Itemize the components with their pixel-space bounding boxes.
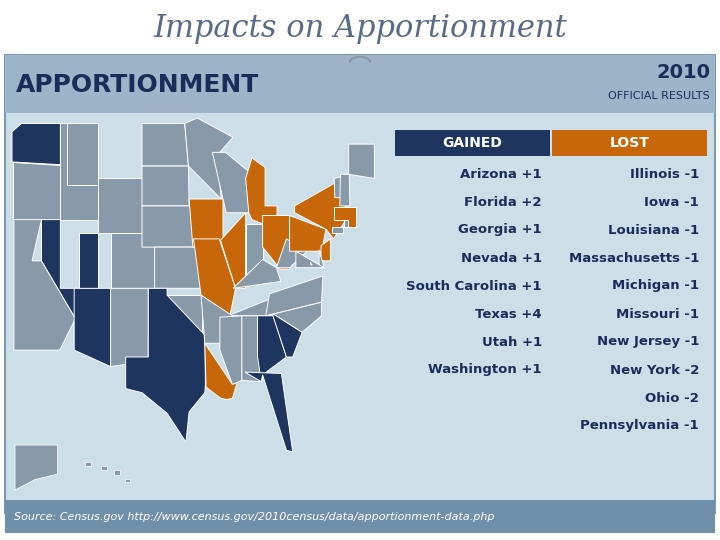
Polygon shape (126, 288, 205, 442)
Text: 2010: 2010 (656, 63, 710, 82)
Text: GAINED: GAINED (443, 136, 503, 150)
Text: Washington +1: Washington +1 (428, 363, 542, 376)
Text: Nevada +1: Nevada +1 (461, 252, 542, 265)
Text: Pennsylvania -1: Pennsylvania -1 (580, 420, 699, 433)
Polygon shape (333, 226, 343, 233)
Polygon shape (42, 220, 79, 319)
Polygon shape (194, 239, 235, 316)
Text: South Carolina +1: South Carolina +1 (407, 280, 542, 293)
Polygon shape (204, 343, 238, 400)
Polygon shape (233, 259, 281, 288)
Polygon shape (114, 470, 120, 475)
FancyBboxPatch shape (5, 55, 715, 513)
Polygon shape (67, 124, 98, 185)
Polygon shape (246, 158, 277, 224)
Polygon shape (13, 162, 60, 220)
Polygon shape (14, 220, 76, 350)
Text: APPORTIONMENT: APPORTIONMENT (16, 73, 259, 97)
Text: Iowa -1: Iowa -1 (644, 195, 699, 208)
Polygon shape (310, 262, 312, 265)
Polygon shape (258, 316, 287, 382)
Polygon shape (201, 295, 233, 343)
Text: Georgia +1: Georgia +1 (459, 224, 542, 237)
Text: Florida +2: Florida +2 (464, 195, 542, 208)
Polygon shape (333, 207, 356, 226)
Text: Source: Census.gov http://www.census.gov/2010census/data/apportionment-data.php: Source: Census.gov http://www.census.gov… (14, 512, 495, 522)
Polygon shape (348, 144, 374, 178)
Polygon shape (340, 174, 350, 206)
Polygon shape (266, 276, 323, 316)
Polygon shape (321, 239, 330, 261)
Text: OFFICIAL RESULTS: OFFICIAL RESULTS (608, 91, 710, 101)
Polygon shape (148, 288, 202, 335)
FancyBboxPatch shape (5, 500, 715, 533)
Text: Ohio -2: Ohio -2 (645, 392, 699, 404)
FancyBboxPatch shape (395, 130, 550, 156)
Polygon shape (142, 166, 189, 206)
Polygon shape (111, 288, 148, 367)
Polygon shape (60, 124, 98, 220)
Polygon shape (343, 220, 348, 226)
Text: Utah +1: Utah +1 (482, 335, 542, 348)
Polygon shape (79, 233, 98, 288)
Polygon shape (74, 288, 111, 367)
Text: Impacts on Apportionment: Impacts on Apportionment (153, 12, 567, 44)
Text: Illinois -1: Illinois -1 (630, 167, 699, 180)
Polygon shape (245, 372, 293, 452)
Polygon shape (189, 199, 223, 247)
Polygon shape (155, 247, 201, 288)
Polygon shape (246, 224, 263, 274)
Polygon shape (85, 462, 91, 467)
Polygon shape (220, 213, 246, 288)
Polygon shape (263, 215, 289, 269)
Polygon shape (101, 467, 107, 470)
Polygon shape (294, 178, 346, 239)
Polygon shape (266, 302, 322, 332)
Polygon shape (272, 313, 302, 357)
Text: Massachusetts -1: Massachusetts -1 (569, 252, 699, 265)
Text: Texas +4: Texas +4 (475, 307, 542, 321)
Polygon shape (242, 316, 261, 382)
Text: Michigan -1: Michigan -1 (612, 280, 699, 293)
Text: New Jersey -1: New Jersey -1 (597, 335, 699, 348)
Polygon shape (212, 152, 249, 213)
Polygon shape (289, 215, 326, 251)
Text: Arizona +1: Arizona +1 (460, 167, 542, 180)
Polygon shape (142, 124, 189, 166)
Polygon shape (15, 445, 58, 490)
Polygon shape (185, 118, 233, 199)
Polygon shape (276, 239, 307, 268)
Text: New York -2: New York -2 (610, 363, 699, 376)
Polygon shape (12, 124, 60, 165)
Polygon shape (319, 250, 324, 268)
Polygon shape (111, 233, 155, 288)
Polygon shape (296, 251, 324, 268)
Text: Missouri -1: Missouri -1 (616, 307, 699, 321)
Polygon shape (228, 294, 283, 316)
Polygon shape (334, 176, 346, 198)
Polygon shape (125, 479, 130, 482)
FancyBboxPatch shape (552, 130, 707, 156)
Polygon shape (142, 206, 197, 247)
FancyBboxPatch shape (5, 55, 715, 113)
Polygon shape (98, 178, 142, 233)
Text: LOST: LOST (610, 136, 649, 150)
Text: Louisiana -1: Louisiana -1 (608, 224, 699, 237)
Polygon shape (220, 316, 242, 384)
